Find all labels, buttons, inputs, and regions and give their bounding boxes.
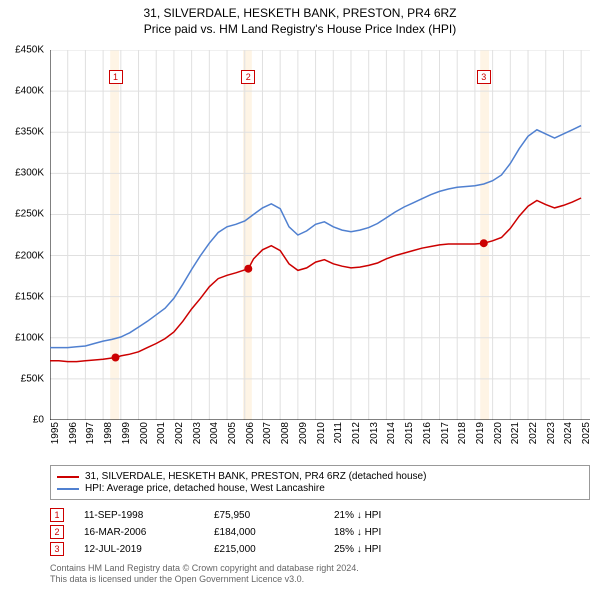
y-tick-label: £200K — [15, 250, 44, 261]
y-axis-labels: £0£50K£100K£150K£200K£250K£300K£350K£400… — [0, 50, 50, 420]
x-tick-label: 2000 — [139, 422, 150, 444]
y-tick-label: £350K — [15, 127, 44, 138]
x-tick-label: 1996 — [68, 422, 79, 444]
sale-row: 1 11-SEP-1998£75,95021% ↓ HPI — [50, 508, 590, 522]
sale-badge: 1 — [50, 508, 64, 522]
x-tick-label: 2004 — [209, 422, 220, 444]
legend-item: HPI: Average price, detached house, West… — [57, 483, 583, 494]
sale-point-3 — [480, 239, 488, 247]
title-line1: 31, SILVERDALE, HESKETH BANK, PRESTON, P… — [0, 6, 600, 20]
legend-label: HPI: Average price, detached house, West… — [85, 483, 325, 494]
x-tick-label: 2005 — [227, 422, 238, 444]
chart-plot-area: 1 2 3 — [50, 50, 590, 420]
sale-row: 3 12-JUL-2019£215,00025% ↓ HPI — [50, 542, 590, 556]
chart-container: 31, SILVERDALE, HESKETH BANK, PRESTON, P… — [0, 0, 600, 590]
title-line2: Price paid vs. HM Land Registry's House … — [0, 22, 600, 36]
x-tick-label: 1997 — [85, 422, 96, 444]
x-tick-label: 2008 — [280, 422, 291, 444]
sale-point-2 — [244, 265, 252, 273]
sale-price: £75,950 — [214, 510, 334, 521]
x-tick-label: 2018 — [457, 422, 468, 444]
y-tick-label: £250K — [15, 209, 44, 220]
x-tick-label: 1999 — [121, 422, 132, 444]
sale-price: £184,000 — [214, 527, 334, 538]
x-tick-label: 1998 — [103, 422, 114, 444]
chart-badge-2: 2 — [241, 70, 255, 84]
x-tick-label: 2006 — [245, 422, 256, 444]
x-tick-label: 2020 — [493, 422, 504, 444]
x-tick-label: 2024 — [563, 422, 574, 444]
sales-table: 1 11-SEP-1998£75,95021% ↓ HPI 2 16-MAR-2006… — [50, 505, 590, 559]
copyright: Contains HM Land Registry data © Crown c… — [50, 563, 359, 586]
x-tick-label: 2013 — [369, 422, 380, 444]
y-tick-label: £0 — [33, 415, 44, 426]
chart-badge-3: 3 — [477, 70, 491, 84]
y-tick-label: £450K — [15, 45, 44, 56]
x-tick-label: 2023 — [546, 422, 557, 444]
legend-item: 31, SILVERDALE, HESKETH BANK, PRESTON, P… — [57, 471, 583, 482]
x-tick-label: 2001 — [156, 422, 167, 444]
chart-badge-1: 1 — [109, 70, 123, 84]
title-block: 31, SILVERDALE, HESKETH BANK, PRESTON, P… — [0, 0, 600, 36]
legend-swatch — [57, 488, 79, 490]
y-tick-label: £400K — [15, 86, 44, 97]
x-axis-labels: 1995 1996 1997 1998 1999 2000 2001 2002 2003 2004… — [50, 422, 590, 462]
chart-svg — [50, 50, 590, 420]
x-tick-label: 2007 — [262, 422, 273, 444]
x-tick-label: 2014 — [386, 422, 397, 444]
sale-date: 16-MAR-2006 — [84, 527, 214, 538]
x-tick-label: 1995 — [50, 422, 61, 444]
sale-badge: 3 — [50, 542, 64, 556]
sale-pct: 25% ↓ HPI — [334, 544, 434, 555]
x-tick-label: 2021 — [510, 422, 521, 444]
x-tick-label: 2003 — [192, 422, 203, 444]
sale-pct: 21% ↓ HPI — [334, 510, 434, 521]
x-tick-label: 2012 — [351, 422, 362, 444]
x-tick-label: 2016 — [422, 422, 433, 444]
x-tick-label: 2022 — [528, 422, 539, 444]
x-tick-label: 2002 — [174, 422, 185, 444]
y-tick-label: £50K — [21, 373, 44, 384]
x-tick-label: 2015 — [404, 422, 415, 444]
legend-label: 31, SILVERDALE, HESKETH BANK, PRESTON, P… — [85, 471, 426, 482]
x-tick-label: 2019 — [475, 422, 486, 444]
sale-date: 12-JUL-2019 — [84, 544, 214, 555]
copyright-line1: Contains HM Land Registry data © Crown c… — [50, 563, 359, 575]
x-tick-label: 2010 — [316, 422, 327, 444]
y-tick-label: £300K — [15, 168, 44, 179]
x-tick-label: 2011 — [333, 422, 344, 444]
x-tick-label: 2017 — [440, 422, 451, 444]
sale-row: 2 16-MAR-2006£184,00018% ↓ HPI — [50, 525, 590, 539]
sale-date: 11-SEP-1998 — [84, 510, 214, 521]
y-tick-label: £150K — [15, 291, 44, 302]
x-tick-label: 2025 — [581, 422, 592, 444]
sale-point-1 — [112, 354, 120, 362]
sale-price: £215,000 — [214, 544, 334, 555]
legend: 31, SILVERDALE, HESKETH BANK, PRESTON, P… — [50, 465, 590, 500]
x-tick-label: 2009 — [298, 422, 309, 444]
y-tick-label: £100K — [15, 332, 44, 343]
legend-swatch — [57, 476, 79, 478]
sale-badge: 2 — [50, 525, 64, 539]
sale-pct: 18% ↓ HPI — [334, 527, 434, 538]
copyright-line2: This data is licensed under the Open Gov… — [50, 574, 359, 586]
